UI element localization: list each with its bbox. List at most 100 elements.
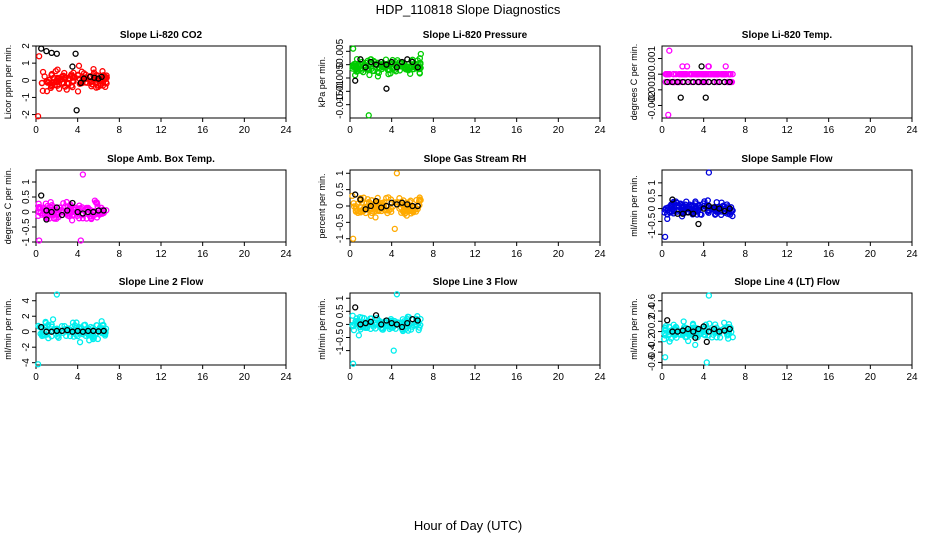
x-tick-label: 24 (594, 125, 606, 136)
raw-point (701, 202, 708, 209)
y-tick-label: -0.002 (647, 91, 658, 120)
raw-point (713, 78, 720, 86)
x-tick-label: 16 (511, 249, 523, 260)
mean-point (372, 312, 380, 319)
x-tick-label: 20 (865, 249, 877, 260)
x-tick-label: 24 (594, 372, 606, 383)
x-tick-label: 24 (280, 249, 292, 260)
mean-point (721, 207, 728, 215)
y-tick-label: -0.4 (647, 343, 658, 361)
raw-point (85, 331, 92, 339)
raw-point (407, 197, 414, 204)
outlier-point (349, 360, 357, 367)
x-tick-label: 16 (823, 249, 835, 260)
mean-point (388, 58, 395, 66)
raw-point (38, 332, 46, 340)
y-tick-label: 0 (335, 61, 346, 67)
y-tick-label: -0.005 (335, 63, 346, 92)
x-tick-label: 0 (33, 125, 39, 136)
y-tick-label: 1 (335, 295, 346, 301)
raw-point (367, 212, 375, 219)
x-tick-label: 12 (781, 249, 793, 260)
y-tick-label: -4 (21, 358, 32, 367)
mean-point (362, 206, 369, 213)
mean-point (87, 73, 94, 81)
mean-point (352, 191, 359, 198)
y-tick-label: 2 (21, 313, 32, 319)
raw-point (417, 59, 424, 67)
x-tick-label: 8 (431, 249, 437, 260)
mean-point (64, 207, 71, 214)
y-tick-label: 1 (647, 180, 658, 186)
raw-point (692, 198, 699, 205)
raw-point (390, 64, 398, 71)
raw-point (90, 66, 97, 73)
y-axis-label: ml/min per min. (3, 298, 13, 360)
raw-point (680, 71, 687, 78)
panel-2: Slope Li-820 Pressure 0 4 8 12 16 20 24 -0.015-0… (317, 30, 606, 136)
x-tick-label: 16 (823, 372, 835, 383)
outlier-point (661, 354, 669, 361)
raw-point (671, 78, 678, 86)
x-tick-label: 20 (553, 125, 565, 136)
mean-point (705, 328, 713, 335)
mean-point (398, 323, 406, 331)
panel-5: Slope Gas Stream RH 0 4 8 12 16 20 24 -1 -0.5 0 0.5… (317, 154, 606, 260)
y-tick-label: 1 (335, 170, 346, 176)
x-tick-label: 8 (431, 125, 437, 136)
y-axis-label: degrees C per min. (629, 44, 639, 121)
raw-point (69, 319, 77, 326)
mean-point (72, 50, 79, 57)
raw-point (705, 63, 712, 70)
raw-point (692, 341, 699, 349)
mean-point (372, 61, 380, 68)
y-tick-label: -1 (647, 229, 658, 238)
raw-point (356, 203, 364, 211)
x-tick-label: 0 (659, 249, 665, 260)
raw-point (64, 80, 72, 87)
mean-point (73, 107, 80, 114)
mean-point (383, 317, 390, 324)
mean-point (388, 199, 395, 206)
raw-point (52, 67, 59, 75)
raw-point (662, 327, 669, 334)
raw-point (409, 323, 416, 330)
mean-point (43, 216, 50, 223)
y-tick-label: 0.2 (647, 314, 658, 328)
plot-frame (35, 45, 287, 119)
raw-point (665, 332, 672, 339)
y-tick-label: 0.5 (335, 182, 346, 196)
y-tick-label: -1 (335, 346, 346, 355)
raw-point (676, 71, 684, 78)
outlier-point (34, 113, 42, 120)
raw-point (685, 206, 692, 213)
y-tick-label: -1 (21, 93, 32, 102)
y-tick-label: -1 (21, 237, 32, 246)
raw-point (693, 71, 700, 78)
panel-title: Slope Amb. Box Temp. (107, 154, 215, 165)
outlier-point (35, 53, 43, 60)
y-tick-label: 0.6 (647, 293, 658, 307)
x-tick-label: 0 (347, 372, 353, 383)
mean-point (38, 192, 45, 199)
outlier-point (417, 50, 424, 58)
mean-point (409, 58, 416, 66)
raw-point (91, 197, 99, 204)
mean-point (404, 201, 411, 208)
y-tick-label: -2 (21, 110, 32, 119)
raw-point (662, 71, 670, 78)
x-tick-label: 8 (117, 249, 123, 260)
raw-point (367, 56, 375, 63)
raw-point (350, 200, 357, 207)
x-tick-label: 12 (469, 372, 481, 383)
outlier-point (35, 237, 43, 244)
raw-point (714, 329, 722, 336)
raw-point (416, 196, 423, 203)
mean-point (414, 317, 421, 324)
mean-point (698, 63, 705, 70)
raw-point (60, 200, 67, 207)
raw-point (666, 338, 673, 345)
raw-point (101, 73, 108, 80)
raw-point (74, 88, 82, 95)
